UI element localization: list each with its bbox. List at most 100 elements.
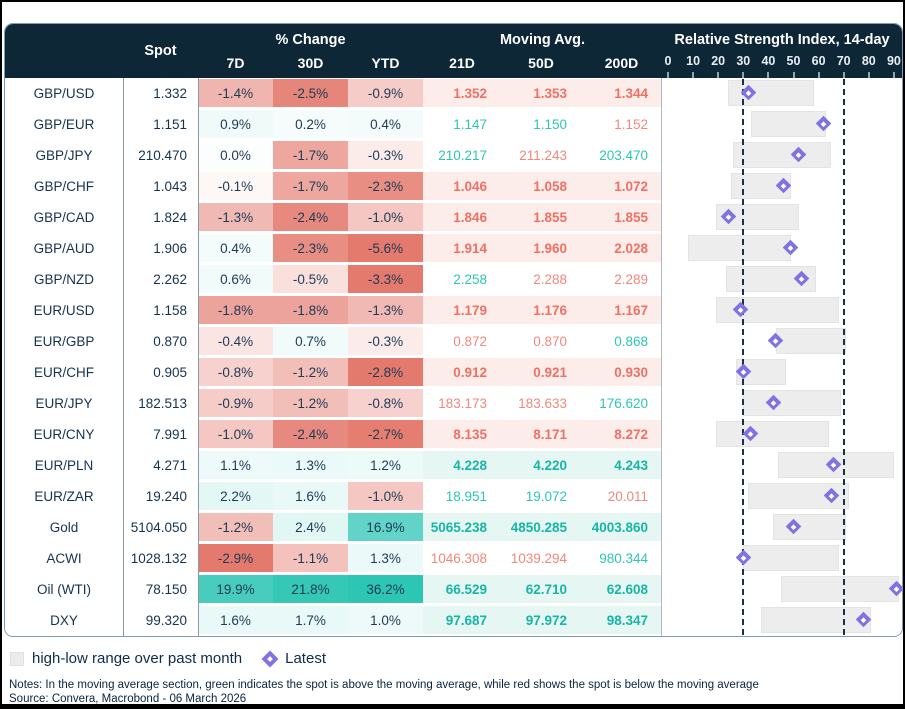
table-row: GBP/AUD 1.906 0.4% -2.3% -5.6% 1.914 1.960 2.02… (5, 233, 902, 264)
pct-change-ytd: -1.3% (348, 295, 423, 326)
pct-change-30d: -2.3% (273, 233, 348, 264)
rsi-cell (662, 543, 902, 574)
pct-change-7d: -0.9% (198, 388, 273, 419)
moving-avg-200d: 98.347 (606, 612, 648, 628)
pct-change-30d: -1.7% (273, 140, 348, 171)
moving-avg-group: 1.179 1.176 1.167 (423, 295, 662, 326)
rsi-cell (662, 109, 902, 140)
instrument-name: EUR/USD (33, 303, 95, 318)
instrument-name: GBP/JPY (35, 148, 93, 163)
moving-avg-50d: 1.855 (533, 209, 567, 225)
spot-value: 99.320 (145, 613, 187, 628)
pct-change-7d: 2.2% (198, 481, 273, 512)
pct-change-ytd: 16.9% (348, 512, 423, 543)
pct-change-7d: -1.0% (198, 419, 273, 450)
instrument-name: GBP/CHF (33, 179, 94, 194)
pct-change-7d: -1.3% (198, 202, 273, 233)
moving-avg-200d: 62.608 (606, 581, 648, 597)
moving-avg-21d: 18.951 (445, 488, 487, 504)
moving-avg-group: 1.914 1.960 2.028 (423, 233, 662, 264)
moving-avg-group: 5065.238 4850.285 4003.860 (423, 512, 662, 543)
moving-avg-21d: 1.147 (453, 116, 487, 132)
table-row: ACWI 1028.132 -2.9% -1.1% 1.3% 1046.308 1039.2… (5, 543, 902, 574)
table-row: EUR/GBP 0.870 -0.4% 0.7% -0.3% 0.872 0.870 0.86… (5, 326, 902, 357)
pct-change-30d: 1.6% (273, 481, 348, 512)
pct-change-7d: 1.6% (198, 605, 273, 636)
col-group-rsi: Relative Strength Index, 14-day (674, 32, 890, 48)
rsi-range-bar (760, 607, 872, 633)
pct-change-30d: 0.7% (273, 326, 348, 357)
moving-avg-group: 0.872 0.870 0.868 (423, 326, 662, 357)
moving-avg-50d: 211.243 (519, 147, 567, 163)
rsi-axis-tick (842, 72, 845, 78)
moving-avg-200d: 1.167 (614, 302, 648, 318)
instrument-name: ACWI (46, 551, 82, 566)
rsi-axis-tick (667, 72, 669, 78)
pct-change-7d: 19.9% (198, 574, 273, 605)
moving-avg-21d: 1.352 (453, 85, 487, 101)
table-row: GBP/CAD 1.824 -1.3% -2.4% -1.0% 1.846 1.855 1.8… (5, 202, 902, 233)
moving-avg-50d: 0.921 (533, 364, 567, 380)
rsi-axis-tick (767, 72, 770, 78)
rsi-cell (662, 295, 902, 326)
table-body: GBP/USD 1.332 -1.4% -2.5% -0.9% 1.352 1.353 1.3… (5, 78, 902, 636)
pct-change-7d: -0.4% (198, 326, 273, 357)
pct-change-30d: -1.8% (273, 295, 348, 326)
moving-avg-group: 97.687 97.972 98.347 (423, 605, 662, 636)
column-separator (661, 78, 662, 636)
notes-text: Notes: In the moving average section, gr… (9, 679, 759, 691)
moving-avg-50d: 4850.285 (510, 519, 567, 535)
spot-value: 1.332 (153, 86, 187, 101)
moving-avg-50d: 19.072 (525, 488, 567, 504)
spot-value: 182.513 (138, 396, 187, 411)
pct-change-ytd: -0.3% (348, 140, 423, 171)
col-header-200d: 200D (604, 55, 639, 71)
col-header-21d: 21D (449, 55, 475, 71)
pct-change-ytd: -2.7% (348, 419, 423, 450)
moving-avg-200d: 0.868 (614, 333, 648, 349)
rsi-range-bar (775, 328, 847, 354)
rsi-axis-label: 30 (736, 54, 751, 68)
spot-value: 1.158 (153, 303, 187, 318)
instrument-name: GBP/AUD (33, 241, 95, 256)
table-row: EUR/CHF 0.905 -0.8% -1.2% -2.8% 0.912 0.921 0.9… (5, 357, 902, 388)
moving-avg-21d: 183.173 (438, 395, 487, 411)
rsi-cell (662, 233, 902, 264)
moving-avg-21d: 4.228 (453, 457, 487, 473)
pct-change-7d: 1.1% (198, 450, 273, 481)
rsi-axis-label: 0 (664, 54, 672, 68)
moving-avg-21d: 97.687 (445, 612, 487, 628)
moving-avg-group: 183.173 183.633 176.620 (423, 388, 662, 419)
moving-avg-21d: 210.217 (438, 147, 487, 163)
table-row: GBP/JPY 210.470 0.0% -1.7% -0.3% 210.217 211.2… (5, 140, 902, 171)
moving-avg-21d: 1.914 (453, 240, 487, 256)
instrument-name: GBP/USD (33, 86, 95, 101)
moving-avg-50d: 1.353 (533, 85, 567, 101)
rsi-cell (662, 419, 902, 450)
table-row: EUR/PLN 4.271 1.1% 1.3% 1.2% 4.228 4.220 4.243 (5, 450, 902, 481)
moving-avg-21d: 8.135 (453, 426, 487, 442)
spot-value: 0.905 (153, 365, 187, 380)
pct-change-30d: -1.2% (273, 357, 348, 388)
latest-diamond-icon (261, 650, 279, 667)
moving-avg-21d: 1046.308 (430, 550, 487, 566)
spot-value: 1.151 (153, 117, 187, 132)
instrument-name: GBP/CAD (33, 210, 95, 225)
col-header-50d: 50D (528, 55, 554, 71)
pct-change-7d: -1.4% (198, 78, 273, 109)
pct-change-7d: -1.8% (198, 295, 273, 326)
rsi-axis-label: 20 (711, 54, 726, 68)
moving-avg-50d: 2.288 (533, 271, 567, 287)
moving-avg-group: 4.228 4.220 4.243 (423, 450, 662, 481)
table-row: GBP/USD 1.332 -1.4% -2.5% -0.9% 1.352 1.353 1.3… (5, 78, 902, 109)
moving-avg-50d: 1.058 (533, 178, 567, 194)
rsi-range-bar (750, 111, 827, 137)
moving-avg-50d: 1.960 (533, 240, 567, 256)
table-row: DXY 99.320 1.6% 1.7% 1.0% 97.687 97.972 98.347 (5, 605, 902, 636)
rsi-axis-label: 10 (686, 54, 701, 68)
column-separator (197, 78, 199, 636)
moving-avg-50d: 0.870 (533, 333, 567, 349)
pct-change-ytd: 1.0% (348, 605, 423, 636)
rsi-axis-label: 80 (861, 54, 876, 68)
